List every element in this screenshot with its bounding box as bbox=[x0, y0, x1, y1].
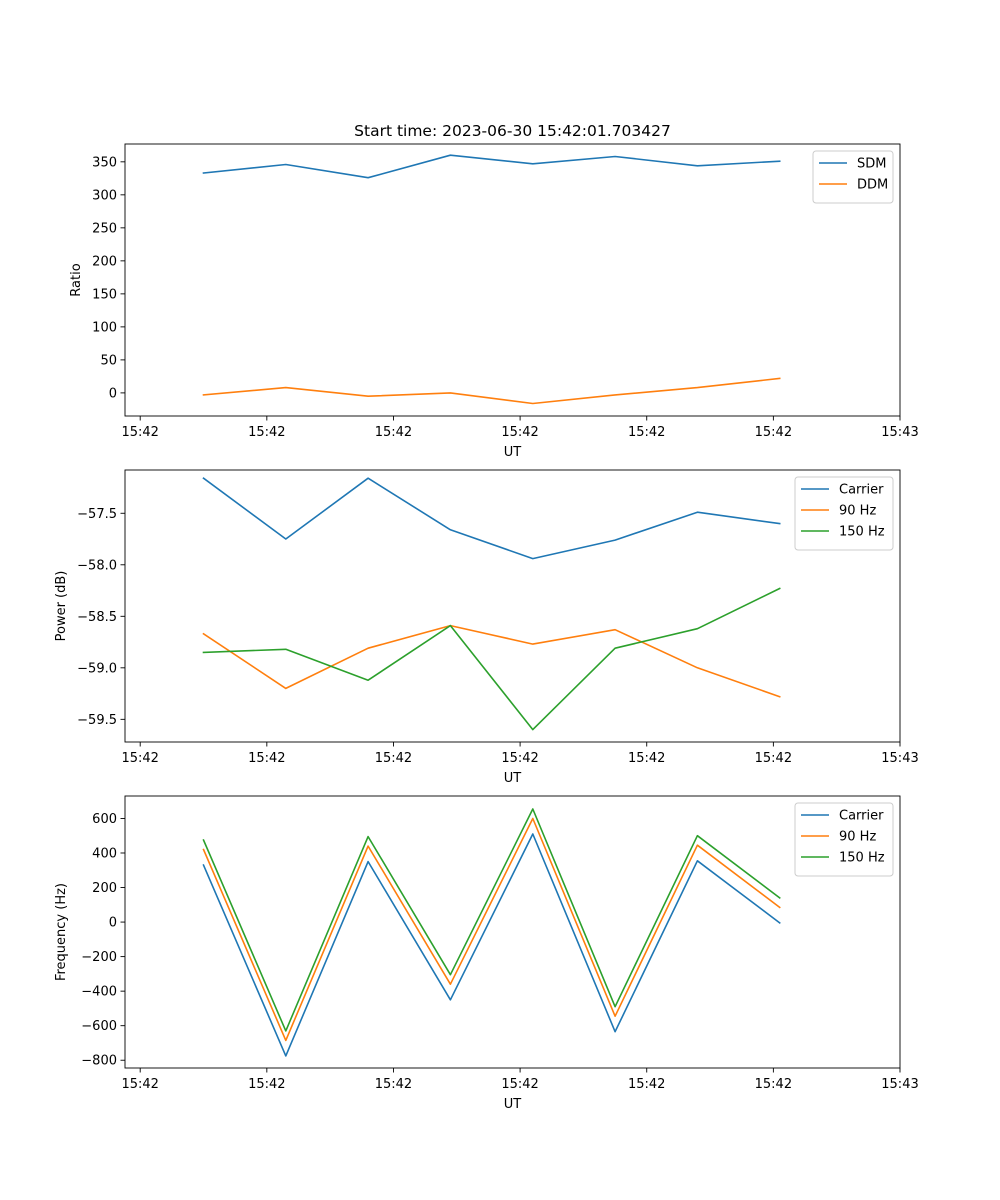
x-tick-label: 15:42 bbox=[121, 1077, 158, 1092]
series-line-90-hz bbox=[202, 624, 781, 698]
x-tick-label: 15:42 bbox=[628, 425, 665, 440]
subplots: 15:42 15:42 15:42 15:42 15:42 15:42 15:43 0 50 10… bbox=[54, 143, 919, 1112]
x-tick-label: 15:42 bbox=[755, 751, 792, 766]
y-tick-label: 200 bbox=[92, 881, 117, 896]
legend: SDM DDM bbox=[812, 150, 894, 204]
y-tick-label: 150 bbox=[92, 287, 117, 302]
y-tick-label: 0 bbox=[109, 916, 117, 931]
y-tick-label: −400 bbox=[81, 985, 117, 1000]
legend-label: SDM bbox=[857, 157, 886, 172]
y-tick-label: −58.0 bbox=[77, 558, 117, 573]
x-tick-label: 15:42 bbox=[121, 751, 158, 766]
y-axis-label: Frequency (Hz) bbox=[54, 883, 69, 981]
x-tick-label: 15:42 bbox=[628, 751, 665, 766]
subplot-2: 15:42 15:42 15:42 15:42 15:42 15:42 15:43 −59.5… bbox=[54, 469, 919, 786]
x-axis-label: UT bbox=[504, 445, 522, 460]
y-tick-label: −800 bbox=[81, 1054, 117, 1069]
x-tick-label: 15:42 bbox=[248, 1077, 285, 1092]
legend-label: 150 Hz bbox=[839, 525, 885, 540]
series-line-150-hz bbox=[202, 808, 781, 1032]
y-axis-label: Ratio bbox=[69, 263, 84, 296]
y-tick-label: 200 bbox=[92, 254, 117, 269]
legend-label: DDM bbox=[857, 178, 888, 193]
x-tick-label: 15:42 bbox=[375, 751, 412, 766]
y-axis-label: Power (dB) bbox=[54, 571, 69, 642]
x-tick-label: 15:42 bbox=[501, 751, 538, 766]
series-line-150-hz bbox=[202, 587, 781, 731]
x-axis-label: UT bbox=[504, 1097, 522, 1112]
legend-label: 150 Hz bbox=[839, 851, 885, 866]
x-tick-label: 15:42 bbox=[755, 425, 792, 440]
legend: Carrier 90 Hz 150 Hz bbox=[794, 802, 894, 877]
y-tick-label: 0 bbox=[109, 386, 117, 401]
legend-label: Carrier bbox=[839, 809, 884, 824]
x-tick-label: 15:43 bbox=[881, 1077, 918, 1092]
y-tick-label: −200 bbox=[81, 950, 117, 965]
x-tick-label: 15:42 bbox=[501, 425, 538, 440]
y-tick-label: 600 bbox=[92, 812, 117, 827]
y-tick-label: 350 bbox=[92, 155, 117, 170]
x-tick-label: 15:43 bbox=[881, 751, 918, 766]
series-line-90-hz bbox=[202, 817, 781, 1042]
y-tick-label: −59.5 bbox=[77, 713, 117, 728]
y-tick-label: 50 bbox=[100, 353, 117, 368]
axes-frame bbox=[124, 795, 901, 1069]
x-tick-label: 15:42 bbox=[375, 425, 412, 440]
y-tick-label: −600 bbox=[81, 1019, 117, 1034]
series-line-carrier bbox=[202, 477, 781, 560]
y-tick-label: −57.5 bbox=[77, 507, 117, 522]
x-tick-label: 15:42 bbox=[628, 1077, 665, 1092]
legend-label: 90 Hz bbox=[839, 504, 876, 519]
series-line-sdm bbox=[202, 154, 781, 179]
legend: Carrier 90 Hz 150 Hz bbox=[794, 476, 894, 551]
figure-title: Start time: 2023-06-30 15:42:01.703427 bbox=[354, 122, 671, 140]
subplot-3: 15:42 15:42 15:42 15:42 15:42 15:42 15:43 −800 −… bbox=[54, 795, 919, 1112]
x-tick-label: 15:42 bbox=[248, 425, 285, 440]
series-line-carrier bbox=[202, 833, 781, 1057]
x-tick-label: 15:42 bbox=[248, 751, 285, 766]
x-tick-label: 15:42 bbox=[121, 425, 158, 440]
subplot-1: 15:42 15:42 15:42 15:42 15:42 15:42 15:43 0 50 10… bbox=[69, 143, 919, 460]
x-tick-label: 15:42 bbox=[755, 1077, 792, 1092]
y-tick-label: 100 bbox=[92, 320, 117, 335]
x-tick-label: 15:42 bbox=[501, 1077, 538, 1092]
y-tick-label: 300 bbox=[92, 188, 117, 203]
x-tick-label: 15:42 bbox=[375, 1077, 412, 1092]
axes-frame bbox=[124, 143, 901, 417]
axes-frame bbox=[124, 469, 901, 743]
y-tick-label: −58.5 bbox=[77, 610, 117, 625]
series-line-ddm bbox=[202, 377, 781, 405]
x-axis-label: UT bbox=[504, 771, 522, 786]
legend-label: 90 Hz bbox=[839, 830, 876, 845]
y-tick-label: 400 bbox=[92, 846, 117, 861]
y-tick-label: 250 bbox=[92, 221, 117, 236]
legend-label: Carrier bbox=[839, 483, 884, 498]
y-tick-label: −59.0 bbox=[77, 661, 117, 676]
x-tick-label: 15:43 bbox=[881, 425, 918, 440]
legend-box bbox=[812, 150, 894, 204]
